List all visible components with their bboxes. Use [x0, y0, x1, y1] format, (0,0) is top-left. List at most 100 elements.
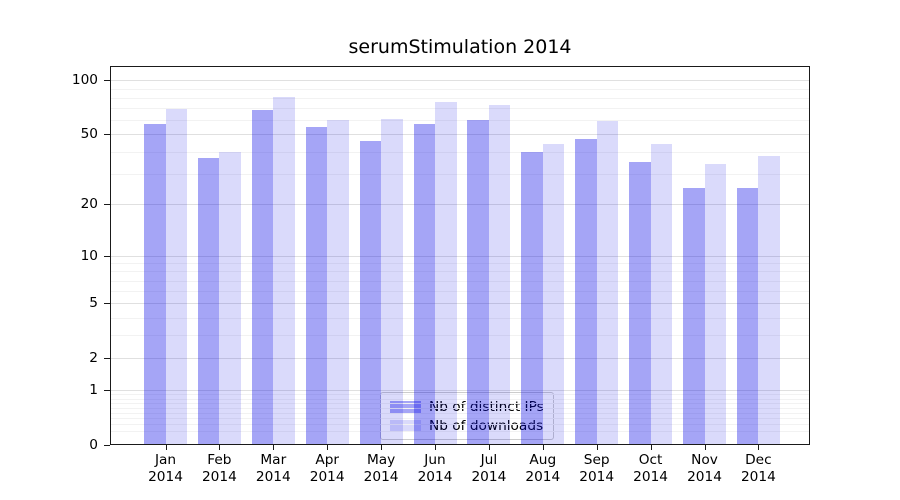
bar-downloads [758, 155, 780, 445]
gridline-minor [110, 418, 810, 420]
bar-distinct-ips [359, 140, 382, 445]
legend-item-downloads: Nb of downloads [390, 416, 544, 435]
gridline-minor [110, 271, 810, 273]
gridline-minor [110, 120, 810, 122]
x-tick-mark [273, 445, 275, 450]
gridline-minor [110, 413, 810, 414]
gridline-minor [110, 407, 810, 409]
x-tick-label-line: Jun [424, 452, 446, 468]
x-tick-label: Oct 2014 [621, 452, 681, 486]
bar-distinct-ips [683, 187, 705, 445]
bar-distinct-ips [413, 124, 435, 445]
bar-downloads [219, 151, 241, 445]
x-tick-mark [219, 445, 221, 450]
bar-distinct-ips [197, 157, 220, 445]
gridline-minor [110, 88, 810, 90]
y-tick-label: 10 [80, 247, 98, 264]
gridline-minor [110, 97, 810, 99]
bar-distinct-ips [575, 139, 597, 445]
bar-downloads [542, 144, 565, 445]
x-tick-label-line: Dec [745, 452, 772, 468]
gridline-minor [110, 291, 810, 293]
gridline-minor [110, 403, 810, 405]
x-tick-label-line: May [366, 452, 396, 468]
x-tick-label: Jan 2014 [136, 452, 196, 486]
x-tick-mark [596, 445, 598, 450]
gridline-minor [110, 263, 810, 264]
y-tick-label: 1 [89, 382, 98, 399]
bar-downloads [327, 120, 349, 445]
x-tick-label: Aug 2014 [513, 452, 573, 486]
x-tick-label-line: Jul [480, 452, 498, 468]
x-tick-mark [758, 445, 760, 450]
gridline-major [110, 204, 810, 206]
bar-downloads [704, 164, 726, 445]
x-tick-label-line: 2014 [148, 469, 183, 485]
gridline-major [110, 80, 810, 82]
bar-downloads [650, 144, 673, 445]
bar-distinct-ips [467, 120, 489, 445]
gridline-minor [110, 108, 810, 110]
x-tick-mark [165, 445, 167, 450]
gridline-minor [110, 280, 810, 282]
x-tick-label-line: 2014 [363, 469, 399, 485]
chart-title: serumStimulation 2014 [348, 36, 572, 58]
legend-label-downloads: Nb of downloads [429, 417, 544, 434]
gridline-minor [110, 335, 810, 337]
x-tick-label: Mar 2014 [243, 452, 303, 486]
bar-distinct-ips [629, 161, 651, 445]
gridline-minor [110, 173, 810, 175]
y-tick-label: 20 [80, 196, 98, 213]
x-tick-mark [381, 445, 383, 450]
gridline-major [110, 390, 810, 392]
x-tick-label-line: Nov [691, 452, 718, 468]
bar-downloads [165, 109, 187, 445]
x-tick-label-line: Aug [529, 452, 557, 468]
x-tick-label-line: 2014 [255, 469, 291, 485]
x-tick-label: Apr 2014 [297, 452, 357, 486]
gridline-minor [110, 151, 810, 153]
y-tick-label: 5 [89, 295, 98, 312]
x-tick-label: Dec 2014 [728, 452, 788, 486]
x-tick-label: Jun 2014 [405, 452, 465, 486]
gridline-major [110, 134, 810, 136]
x-tick-mark [327, 445, 329, 450]
x-tick-label-line: Jan [154, 452, 177, 468]
x-tick-mark [650, 445, 652, 450]
x-tick-label-line: 2014 [471, 469, 507, 485]
x-tick-label: Nov 2014 [675, 452, 735, 486]
y-tick-mark [104, 390, 110, 392]
gridline-minor [110, 424, 810, 426]
x-tick-label-line: Feb [207, 452, 232, 468]
x-tick-label: Sep 2014 [567, 452, 627, 486]
bar-downloads [596, 121, 619, 445]
bar-distinct-ips [305, 126, 328, 445]
y-tick-mark [104, 255, 110, 257]
x-tick-label-line: 2014 [417, 469, 453, 485]
gridline-minor [110, 430, 810, 432]
y-tick-label: 2 [89, 350, 98, 367]
x-tick-label: May 2014 [351, 452, 411, 486]
bar-distinct-ips [251, 110, 274, 445]
y-tick-mark [104, 303, 110, 305]
gridline-major [110, 303, 810, 305]
y-tick-mark [104, 445, 110, 446]
x-tick-label-line: 2014 [633, 469, 669, 485]
x-tick-label-line: 2014 [740, 469, 776, 485]
x-tick-label: Jul 2014 [459, 452, 519, 486]
bar-downloads [381, 118, 403, 445]
x-tick-label-line: Oct [638, 452, 663, 468]
y-tick-mark [104, 358, 110, 360]
x-tick-label-line: 2014 [687, 469, 722, 485]
x-tick-label-line: 2014 [579, 469, 615, 485]
x-tick-label-line: 2014 [525, 469, 561, 485]
y-tick-label: 100 [71, 72, 98, 89]
x-tick-label-line: 2014 [309, 469, 345, 485]
bar-downloads [488, 104, 511, 445]
legend-swatch-downloads-icon [390, 419, 421, 432]
x-tick-mark [704, 445, 706, 450]
gridline-major [110, 358, 810, 360]
bar-distinct-ips [736, 187, 759, 445]
bar-downloads [273, 96, 295, 445]
y-tick-mark [104, 80, 110, 82]
